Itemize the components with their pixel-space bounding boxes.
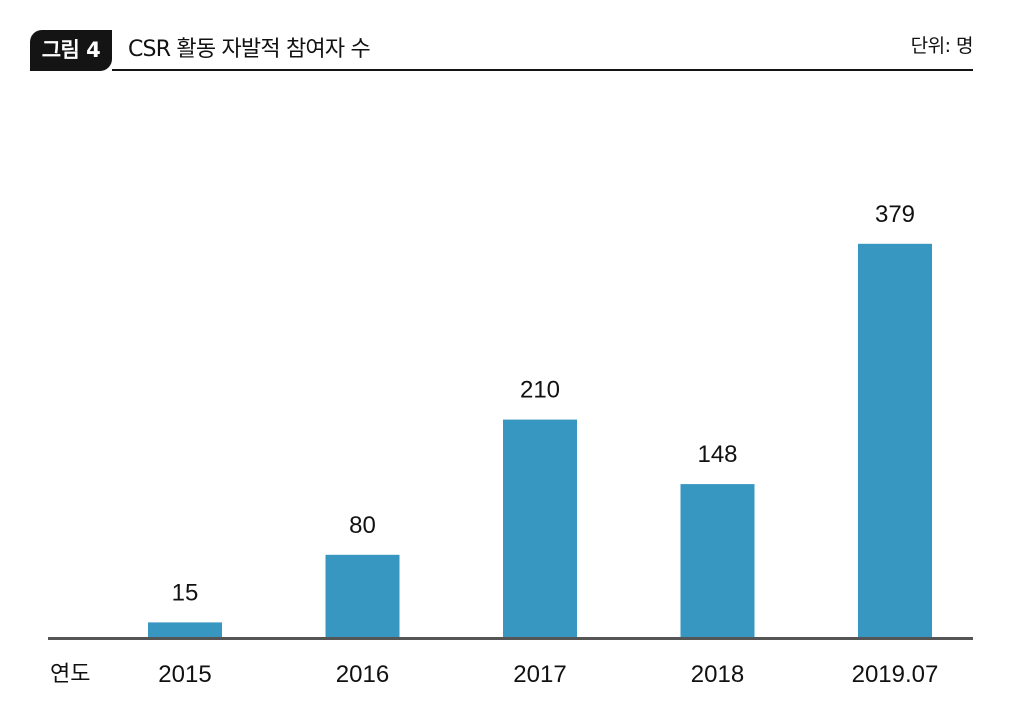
x-tick-label-2016: 2016 [336,661,389,688]
x-tick-labels-group: 2015 2016 2017 2018 2019.07 [158,661,938,688]
figure-header: 그림 4 CSR 활동 자발적 참여자 수 단위: 명 [30,30,974,72]
data-label-2019.07: 379 [875,201,915,228]
data-label-2018: 148 [697,441,737,468]
bar-2018 [680,484,755,638]
data-label-2017: 210 [520,377,560,404]
chart-title: CSR 활동 자발적 참여자 수 [128,37,371,62]
bar-2017 [503,419,577,638]
data-label-2015: 15 [172,579,199,606]
bars-group [148,243,932,639]
unit-label: 단위: 명 [910,35,974,57]
x-tick-label-2015: 2015 [158,661,211,688]
figure-label-badge: 그림 4 [30,30,112,71]
bar-2016 [325,554,400,638]
x-tick-label-2019.07: 2019.07 [852,661,939,688]
x-tick-label-2018: 2018 [691,661,744,688]
x-axis-label: 연도 [50,661,90,686]
data-labels-group: 15 80 210 148 379 [172,201,915,607]
x-tick-label-2017: 2017 [513,661,566,688]
bar-2019.07 [858,243,932,639]
data-label-2016: 80 [349,512,376,539]
bar-2015 [148,622,222,638]
header-divider [112,69,973,71]
